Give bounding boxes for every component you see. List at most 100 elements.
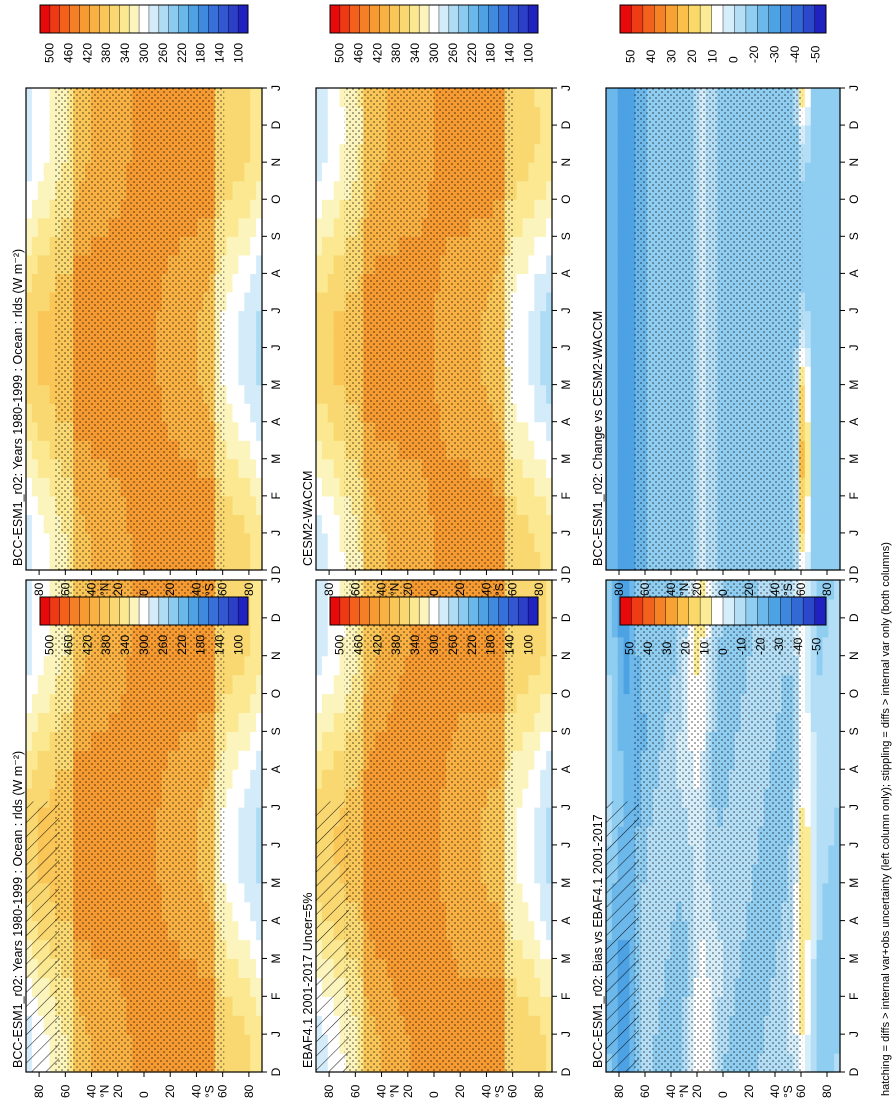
heat-cell bbox=[316, 440, 323, 460]
heat-cell bbox=[516, 617, 524, 638]
heat-cell bbox=[316, 532, 323, 553]
heat-cell bbox=[250, 807, 257, 827]
heat-cell bbox=[49, 551, 57, 571]
heat-cell bbox=[629, 655, 636, 676]
heat-cell bbox=[534, 421, 541, 441]
heat-cell bbox=[333, 731, 341, 751]
heat-cell bbox=[26, 477, 33, 497]
panel-p5: 80 60 40 20 0 20 40 60 80°N °SDJFMAMJJASONDJBCC-E… bbox=[591, 577, 861, 1098]
month-tick-label: J bbox=[269, 577, 283, 583]
heat-cell bbox=[316, 329, 323, 349]
heat-cell bbox=[546, 996, 553, 1016]
heat-cell bbox=[546, 551, 553, 571]
month-tick-label: J bbox=[269, 530, 283, 536]
heat-cell bbox=[522, 440, 529, 460]
heat-cell bbox=[516, 712, 524, 732]
heat-cell bbox=[256, 712, 263, 732]
month-tick-label: O bbox=[559, 689, 573, 698]
heat-cell bbox=[226, 844, 234, 865]
heat-cell bbox=[546, 236, 553, 256]
heat-cell bbox=[516, 254, 524, 274]
heat-cell bbox=[316, 180, 323, 200]
heat-cell bbox=[339, 693, 347, 714]
heat-cell bbox=[43, 458, 51, 478]
heat-cell bbox=[226, 977, 234, 997]
heat-cell bbox=[546, 1053, 553, 1073]
colorbar-label: 180 bbox=[484, 43, 498, 63]
heat-cell bbox=[43, 636, 51, 657]
heat-cell bbox=[516, 291, 524, 312]
heat-cell bbox=[49, 329, 57, 349]
heat-cell bbox=[256, 199, 263, 219]
heat-cell bbox=[26, 254, 33, 274]
heat-cell bbox=[238, 1034, 245, 1054]
lat-tick-label: 20 bbox=[111, 582, 125, 596]
heat-cell bbox=[546, 769, 553, 789]
colorbar-label: 460 bbox=[351, 635, 365, 655]
heat-cell bbox=[256, 180, 263, 200]
heat-cell bbox=[321, 310, 329, 330]
heat-cell bbox=[43, 273, 51, 293]
lat-tick-label: 80 bbox=[322, 582, 336, 596]
heat-cell bbox=[26, 421, 33, 441]
heat-cell bbox=[232, 939, 239, 960]
heat-cell bbox=[528, 882, 535, 903]
heat-cell bbox=[250, 655, 257, 676]
heat-cell bbox=[339, 366, 347, 386]
month-tick-label: M bbox=[559, 454, 573, 464]
heat-cell bbox=[546, 939, 553, 960]
heat-cell bbox=[244, 939, 251, 960]
heat-cell bbox=[26, 788, 33, 808]
heat-cell bbox=[43, 403, 51, 423]
month-tick-label: A bbox=[269, 917, 283, 925]
colorbar-swatch bbox=[458, 4, 470, 34]
colorbar-label: 420 bbox=[80, 635, 94, 655]
heat-cell bbox=[528, 217, 535, 237]
colorbar-swatch bbox=[478, 4, 489, 34]
heat-cell bbox=[516, 236, 524, 256]
heat-cell bbox=[540, 996, 547, 1016]
heat-cell bbox=[26, 106, 33, 126]
heat-cell bbox=[316, 458, 323, 478]
heat-cell bbox=[316, 366, 323, 386]
heat-cell bbox=[43, 125, 51, 145]
lat-tick-label: 60 bbox=[348, 582, 362, 596]
heat-cell bbox=[629, 712, 636, 732]
heat-cell bbox=[316, 254, 323, 274]
heat-cell bbox=[26, 693, 33, 714]
heat-cell bbox=[534, 844, 541, 865]
heat-cell bbox=[516, 844, 524, 865]
month-tick-label: J bbox=[269, 85, 283, 91]
heat-cell bbox=[540, 712, 547, 732]
month-tick-label: A bbox=[269, 269, 283, 277]
colorbar-label: 300 bbox=[427, 635, 441, 655]
heat-cell bbox=[546, 977, 553, 997]
heat-cell bbox=[256, 844, 263, 865]
heat-cell bbox=[516, 403, 524, 423]
heat-cell bbox=[617, 731, 625, 751]
heat-cell bbox=[516, 310, 524, 330]
heat-cell bbox=[522, 958, 529, 978]
heat-cell bbox=[522, 617, 529, 638]
heat-cell bbox=[226, 580, 234, 600]
heat-cell bbox=[522, 674, 529, 695]
heat-cell bbox=[31, 674, 39, 695]
heat-cell bbox=[232, 384, 239, 404]
colorbar-swatch bbox=[49, 4, 61, 34]
heat-cell bbox=[321, 347, 329, 367]
heat-cell bbox=[232, 788, 239, 808]
heat-cell bbox=[256, 106, 263, 126]
heat-cell bbox=[316, 617, 323, 638]
heat-cell bbox=[528, 920, 535, 941]
colorbar-label: 140 bbox=[503, 43, 517, 63]
heat-cell bbox=[522, 1053, 529, 1073]
heat-cell bbox=[244, 495, 251, 515]
colorbar-swatch bbox=[379, 596, 390, 626]
heat-cell bbox=[333, 106, 341, 126]
heat-cell bbox=[321, 273, 329, 293]
heat-cell bbox=[623, 731, 630, 751]
heat-cell bbox=[250, 217, 257, 237]
heat-cell bbox=[611, 731, 619, 751]
heat-cell bbox=[226, 384, 234, 404]
heat-cell bbox=[232, 731, 239, 751]
